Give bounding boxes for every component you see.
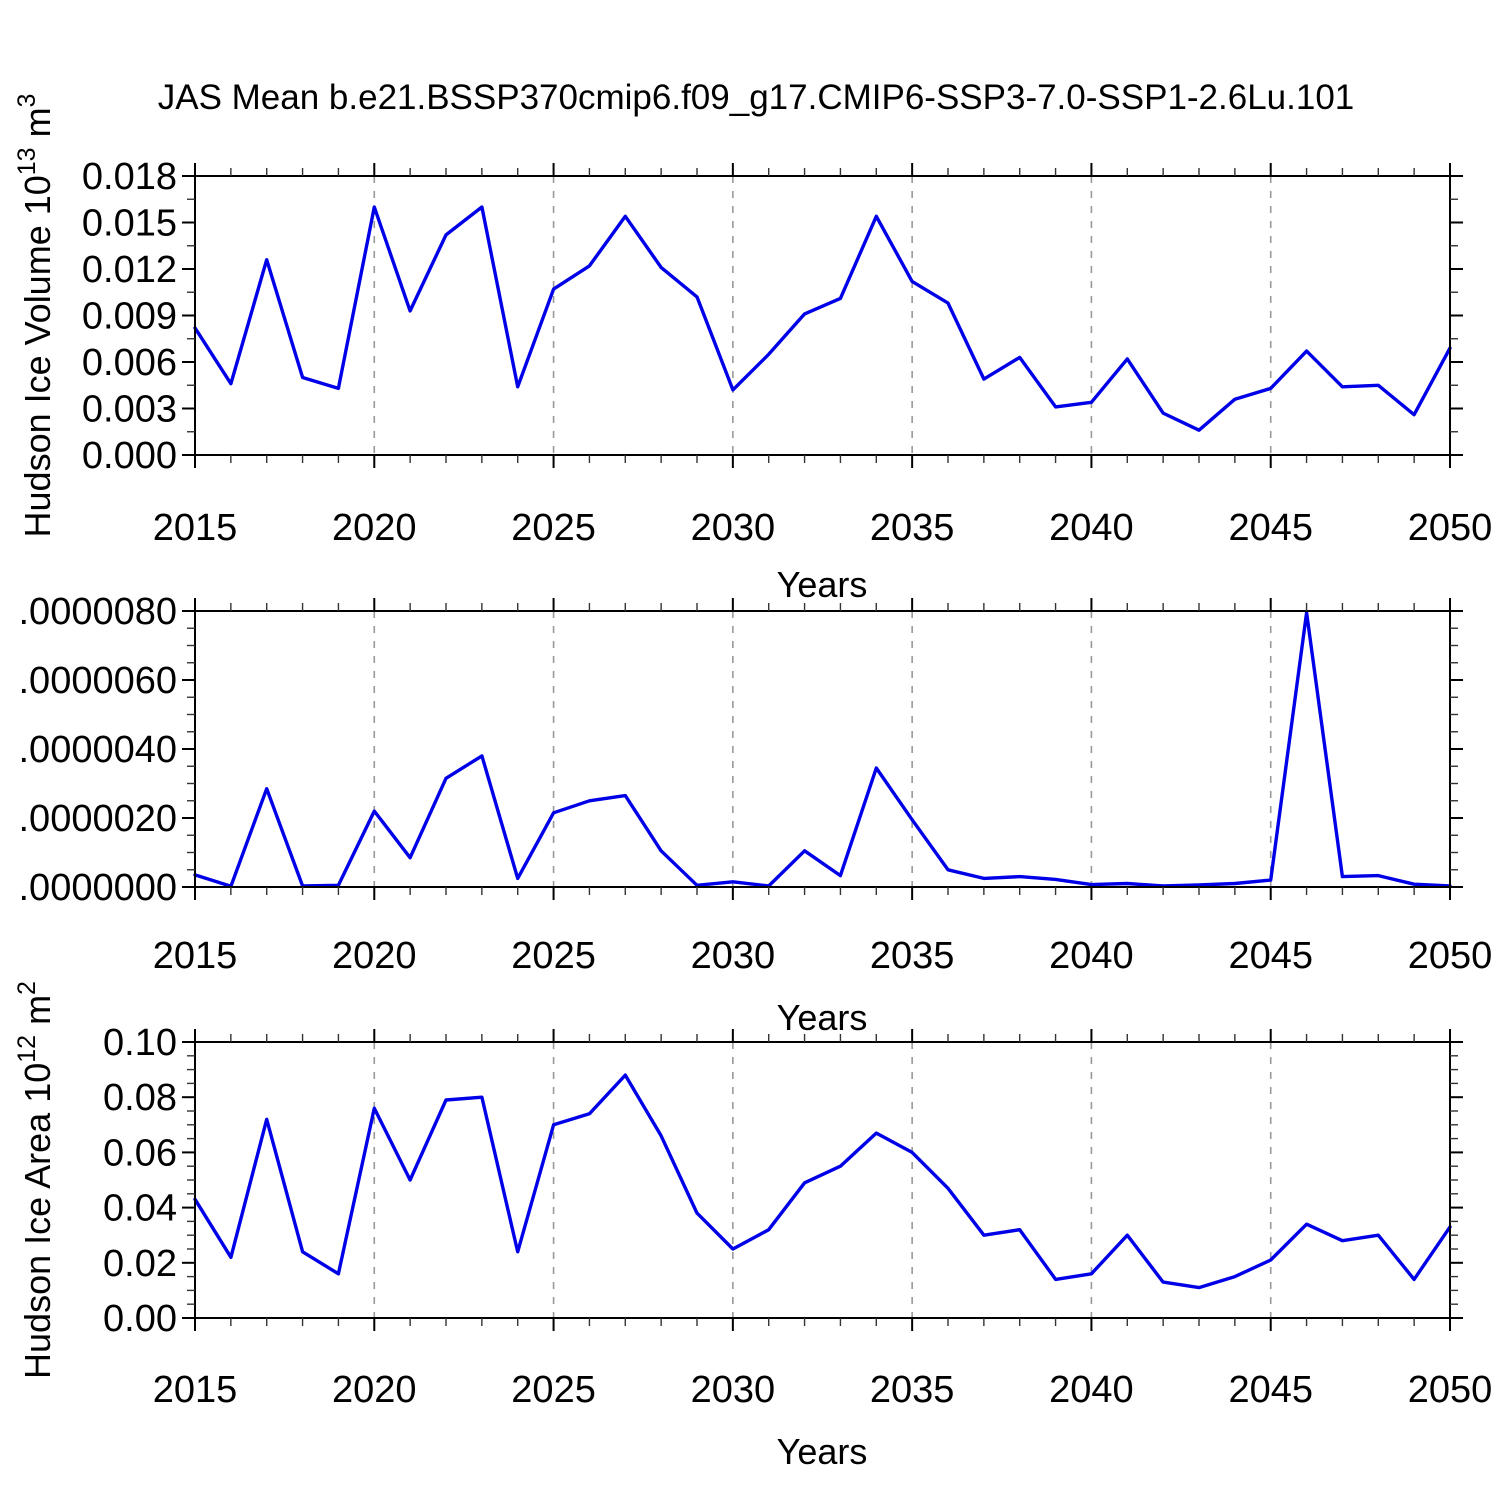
x-tick-label-2035: 2035 [870, 507, 955, 549]
y-tick-label-0.02: 0.02 [103, 1243, 177, 1285]
x-tick-label-2020: 2020 [332, 1369, 417, 1411]
x-tick-label-2040: 2040 [1049, 935, 1134, 977]
x-axis-title-panel-1: Years [777, 564, 868, 605]
y-tick-label-0.08: 0.08 [103, 1077, 177, 1119]
y-tick-label-0.06: 0.06 [103, 1132, 177, 1174]
plot-frame [194, 610, 1451, 888]
chart-panel-2: .0000000 .0000020 .0000040 .0000060 .0000080… [19, 591, 1493, 977]
y-tick-label-0.012: 0.012 [82, 249, 177, 291]
plot-frame [194, 175, 1451, 456]
x-tick-label-2015: 2015 [153, 507, 238, 549]
x-tick-label-2030: 2030 [691, 1369, 776, 1411]
x-tick-label-2025: 2025 [511, 507, 596, 549]
plot-frame [194, 1041, 1451, 1319]
x-tick-label-2050: 2050 [1408, 935, 1493, 977]
x-tick-label-2040: 2040 [1049, 1369, 1134, 1411]
x-tick-label-2050: 2050 [1408, 507, 1493, 549]
y-tick-label-.0000060: .0000060 [19, 660, 178, 702]
x-tick-label-2030: 2030 [691, 935, 776, 977]
x-tick-label-2015: 2015 [153, 935, 238, 977]
y-tick-label-0.10: 0.10 [103, 1022, 177, 1064]
x-tick-label-2020: 2020 [332, 507, 417, 549]
x-tick-label-2050: 2050 [1408, 1369, 1493, 1411]
y-tick-label-.0000040: .0000040 [19, 729, 178, 771]
x-tick-label-2025: 2025 [511, 1369, 596, 1411]
y-tick-label-.0000000: .0000000 [19, 867, 178, 909]
x-tick-label-2040: 2040 [1049, 507, 1134, 549]
x-tick-label-2030: 2030 [691, 507, 776, 549]
hudson-ice-volume-line [193, 205, 1452, 432]
x-tick-label-2045: 2045 [1228, 1369, 1313, 1411]
hudson-ice-area-line [193, 1073, 1452, 1290]
y-axis-title-hudson-ice-volume: Hudson Ice Volume 1013 m3 [13, 94, 58, 538]
y-tick-label-.0000020: .0000020 [19, 798, 178, 840]
y-tick-label-0.003: 0.003 [82, 389, 177, 431]
y-tick-label-0.018: 0.018 [82, 156, 177, 198]
chart-panel-3: 0.00 0.02 0.04 0.06 0.08 0.10 2015 2020 2025 2030… [13, 981, 1492, 1411]
x-tick-label-2025: 2025 [511, 935, 596, 977]
hudson-ice-series-2-line [193, 611, 1452, 888]
x-tick-label-2045: 2045 [1228, 507, 1313, 549]
x-tick-label-2020: 2020 [332, 935, 417, 977]
y-tick-label-0.00: 0.00 [103, 1298, 177, 1340]
figure-title: JAS Mean b.e21.BSSP370cmip6.f09_g17.CMIP… [158, 78, 1355, 117]
y-tick-label-0.000: 0.000 [82, 435, 177, 477]
y-tick-label-0.015: 0.015 [82, 203, 177, 245]
x-axis-title-panel-3: Years [777, 1431, 868, 1472]
y-tick-label-0.006: 0.006 [82, 342, 177, 384]
x-tick-label-2015: 2015 [153, 1369, 238, 1411]
y-tick-label-0.009: 0.009 [82, 296, 177, 338]
x-tick-label-2045: 2045 [1228, 935, 1313, 977]
y-tick-label-0.04: 0.04 [103, 1188, 177, 1230]
x-tick-label-2035: 2035 [870, 1369, 955, 1411]
x-tick-label-2035: 2035 [870, 935, 955, 977]
y-axis-title-hudson-ice-area: Hudson Ice Area 1012 m2 [13, 981, 58, 1379]
x-axis-title-panel-2: Years [777, 997, 868, 1038]
y-tick-label-.0000080: .0000080 [19, 591, 178, 633]
